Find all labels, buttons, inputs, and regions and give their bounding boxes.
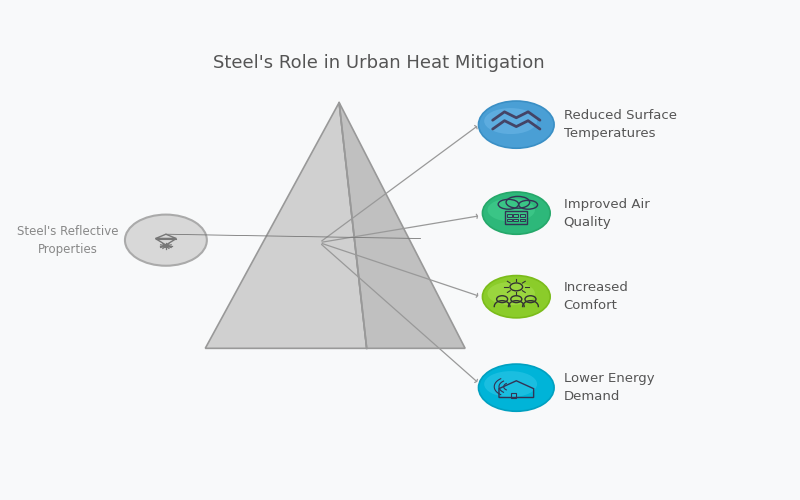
Bar: [513, 214, 518, 217]
Bar: [513, 218, 518, 222]
Bar: [520, 218, 525, 222]
Circle shape: [478, 364, 554, 412]
Text: Increased
Comfort: Increased Comfort: [563, 281, 629, 312]
Circle shape: [125, 214, 207, 266]
Ellipse shape: [484, 108, 537, 134]
Polygon shape: [206, 102, 366, 348]
Text: Reduced Surface
Temperatures: Reduced Surface Temperatures: [563, 109, 677, 140]
Polygon shape: [339, 102, 465, 348]
Text: Steel's Reflective
Properties: Steel's Reflective Properties: [17, 224, 118, 256]
Text: Steel's Role in Urban Heat Mitigation: Steel's Role in Urban Heat Mitigation: [213, 54, 544, 72]
Ellipse shape: [487, 198, 535, 222]
Bar: [510, 392, 515, 398]
Bar: [507, 218, 511, 222]
Circle shape: [482, 276, 550, 318]
Bar: [507, 214, 511, 217]
Circle shape: [482, 192, 550, 234]
Bar: [520, 214, 525, 217]
Ellipse shape: [487, 282, 535, 305]
Text: Lower Energy
Demand: Lower Energy Demand: [563, 372, 654, 403]
Text: Improved Air
Quality: Improved Air Quality: [563, 198, 650, 228]
Ellipse shape: [484, 371, 537, 397]
Circle shape: [478, 101, 554, 148]
